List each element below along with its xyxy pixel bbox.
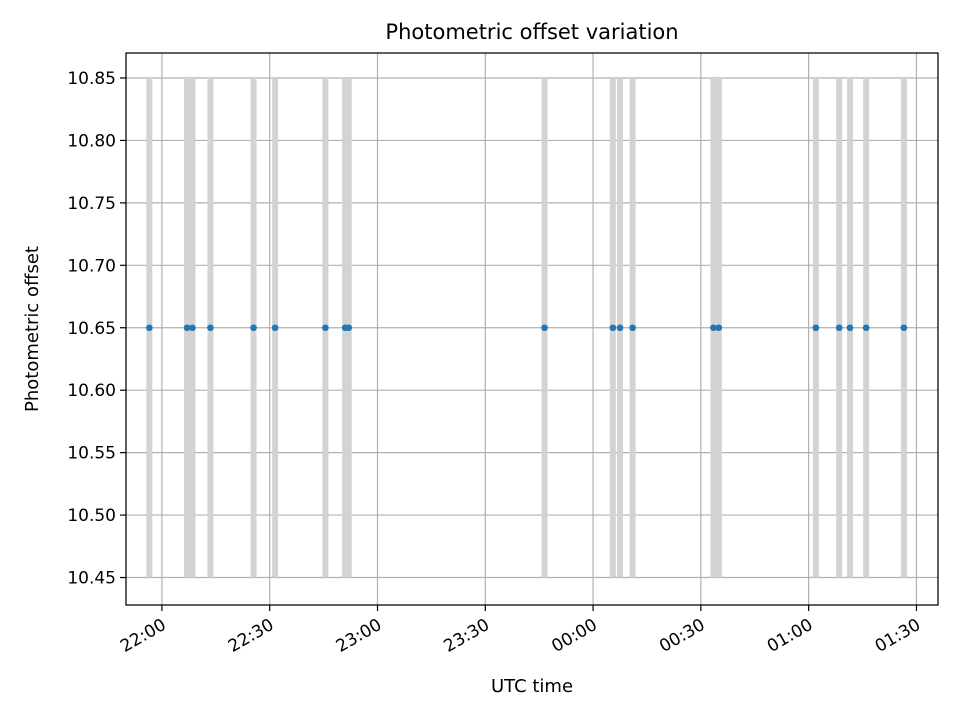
y-tick-label: 10.65 <box>67 319 116 339</box>
plot-frame <box>125 52 939 606</box>
x-tick-label: 22:00 <box>117 615 169 657</box>
data-point <box>207 324 214 332</box>
x-tick-label: 23:00 <box>333 615 385 657</box>
data-point <box>609 324 617 332</box>
y-tick-label: 10.60 <box>67 381 116 401</box>
data-point <box>183 324 191 332</box>
data-point <box>541 324 548 332</box>
data-point <box>146 324 153 332</box>
data-point <box>189 324 196 332</box>
data-point <box>271 324 279 332</box>
y-tick-label: 10.45 <box>67 569 116 589</box>
data-point <box>710 324 717 332</box>
data-point <box>322 324 329 332</box>
x-tick-label: 22:30 <box>225 615 277 657</box>
x-tick-label: 01:00 <box>764 615 816 657</box>
point-layer <box>146 324 908 332</box>
data-point <box>250 324 257 332</box>
data-point <box>812 324 820 332</box>
y-tick-label: 10.75 <box>67 194 116 214</box>
x-tick-label: 00:30 <box>656 615 708 657</box>
x-axis-label: UTC time <box>491 676 573 697</box>
data-point <box>835 324 843 332</box>
data-point <box>345 324 353 332</box>
y-tick-label: 10.70 <box>67 256 116 276</box>
y-tick-label: 10.50 <box>67 506 116 526</box>
y-tick-label: 10.85 <box>67 69 116 89</box>
data-point <box>715 324 723 332</box>
data-point <box>900 324 908 332</box>
y-axis-label: Photometric offset <box>22 246 43 412</box>
tick-layer: 22:00 22:30 23:00 23:30 00:00 00:30 01:00 01:30… <box>67 69 924 657</box>
data-point <box>862 324 870 332</box>
x-tick-label: 01:30 <box>872 615 924 657</box>
x-tick-label: 00:00 <box>548 615 600 657</box>
x-tick-label: 23:30 <box>441 615 493 657</box>
y-tick-label: 10.55 <box>67 444 116 464</box>
data-point <box>616 324 624 332</box>
chart-title: Photometric offset variation <box>385 20 678 44</box>
y-tick-label: 10.80 <box>67 131 116 151</box>
data-point <box>846 324 854 332</box>
data-point <box>629 324 636 332</box>
grid-layer <box>126 53 938 605</box>
